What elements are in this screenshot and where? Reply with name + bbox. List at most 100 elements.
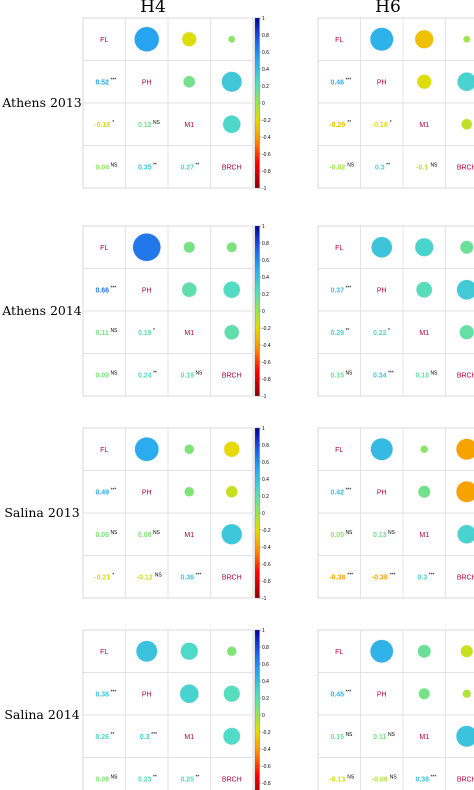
significance-mark: ** (345, 328, 349, 334)
correlation-circle (223, 441, 240, 458)
variable-label: FL (100, 649, 108, 656)
variable-label: BRCH (457, 372, 474, 379)
colorbar-tick-label: 0.4 (262, 477, 269, 483)
colorbar-tick-label: 0.2 (262, 292, 269, 298)
significance-mark: *** (195, 572, 201, 578)
variable-label: M1 (184, 734, 194, 741)
colorbar (254, 17, 260, 189)
variable-label: PH (142, 489, 152, 496)
correlation-circle (459, 324, 474, 340)
correlation-value: 0.05 (330, 532, 344, 539)
correlation-value: -0.13 (329, 776, 345, 783)
correlation-circle (223, 281, 241, 299)
correlation-value: 0.37 (330, 287, 344, 294)
correlation-circle (417, 644, 432, 659)
significance-mark: *** (430, 774, 436, 780)
significance-mark: *** (110, 487, 116, 493)
significance-mark: NS (110, 162, 118, 168)
correlation-value: -0.06 (372, 776, 388, 783)
colorbar-tick-label: 1 (262, 628, 265, 634)
correlation-circle (135, 640, 158, 663)
colorbar-tick-label: 0.8 (262, 33, 269, 39)
row-title: Athens 2014 (1, 303, 82, 318)
colorbar (254, 629, 260, 790)
correlation-value: -0.02 (329, 164, 345, 171)
significance-mark: * (388, 328, 390, 334)
correlation-value: 0.25 (180, 776, 194, 783)
colorbar-tick-label: 0.2 (262, 84, 269, 90)
significance-mark: *** (345, 77, 351, 83)
variable-label: M1 (419, 532, 429, 539)
significance-mark: *** (347, 572, 353, 578)
variable-label: M1 (419, 734, 429, 741)
significance-mark: *** (345, 285, 351, 291)
significance-mark: NS (347, 774, 355, 780)
significance-mark: *** (390, 572, 396, 578)
correlation-circle (184, 486, 195, 497)
correlation-value: -0.21 (94, 574, 110, 581)
colorbar (254, 225, 260, 397)
correlation-value: 0.35 (138, 164, 152, 171)
correlation-value: 0.36 (180, 574, 194, 581)
significance-mark: ** (153, 774, 157, 780)
variable-label: PH (142, 691, 152, 698)
variable-label: BRCH (457, 776, 474, 783)
correlation-value: 0.3 (375, 164, 385, 171)
significance-mark: NS (345, 370, 353, 376)
correlation-value: 0.11 (96, 330, 109, 337)
colorbar-tick-label: -0.8 (262, 377, 271, 383)
correlation-circle (183, 75, 196, 88)
variable-label: M1 (184, 122, 194, 129)
correlation-circle (420, 445, 429, 454)
correlation-circle (455, 438, 474, 461)
correlation-value: 0.23 (138, 776, 152, 783)
significance-mark: NS (155, 572, 163, 578)
correlation-circle (226, 646, 237, 657)
colorbar-tick-label: -0.2 (262, 730, 271, 736)
variable-label: FL (335, 245, 343, 252)
correlation-circle (462, 689, 472, 699)
significance-mark: NS (430, 370, 438, 376)
correlation-value: -0.29 (329, 122, 345, 129)
significance-mark: NS (347, 162, 355, 168)
variable-label: BRCH (222, 164, 242, 171)
correlation-circle (181, 31, 197, 47)
significance-mark: NS (110, 530, 118, 536)
significance-mark: NS (345, 530, 353, 536)
significance-mark: ** (195, 774, 199, 780)
correlation-value: 0.13 (373, 532, 387, 539)
correlation-circle (181, 281, 198, 298)
correlation-value: -0.18 (94, 122, 110, 129)
colorbar-tick-label: 0.8 (262, 241, 269, 247)
colorbar-tick-label: 0 (262, 713, 265, 719)
significance-mark: ** (153, 370, 157, 376)
correlation-value: 0.42 (330, 489, 344, 496)
correlation-circle (455, 725, 474, 748)
correlation-value: 0.29 (330, 330, 344, 337)
colorbar-tick-label: 0.6 (262, 460, 269, 466)
colorbar-tick-label: 0.6 (262, 50, 269, 56)
variable-label: FL (335, 447, 343, 454)
correlation-circle (228, 35, 236, 43)
colorbar-tick-label: 0.4 (262, 67, 269, 73)
colorbar-tick-label: -0.2 (262, 326, 271, 332)
correlation-value: 0.45 (330, 691, 344, 698)
correlation-value: 0.15 (330, 734, 344, 741)
correlation-circle (455, 480, 474, 503)
variable-label: PH (377, 287, 387, 294)
correlation-value: 0.04 (95, 164, 109, 171)
colorbar-tick-label: -1 (262, 596, 267, 602)
correlation-circle (134, 26, 160, 52)
significance-mark: NS (110, 774, 118, 780)
colorbar-tick-label: -0.4 (262, 343, 271, 349)
significance-mark: NS (388, 732, 396, 738)
correlation-circle (463, 35, 471, 43)
colorbar-tick-label: -0.2 (262, 528, 271, 534)
variable-label: M1 (184, 532, 194, 539)
correlation-circle (180, 642, 199, 661)
significance-mark: ** (110, 732, 114, 738)
variable-label: BRCH (222, 776, 242, 783)
correlation-circle (370, 437, 394, 461)
correlation-value: -0.38 (372, 574, 388, 581)
